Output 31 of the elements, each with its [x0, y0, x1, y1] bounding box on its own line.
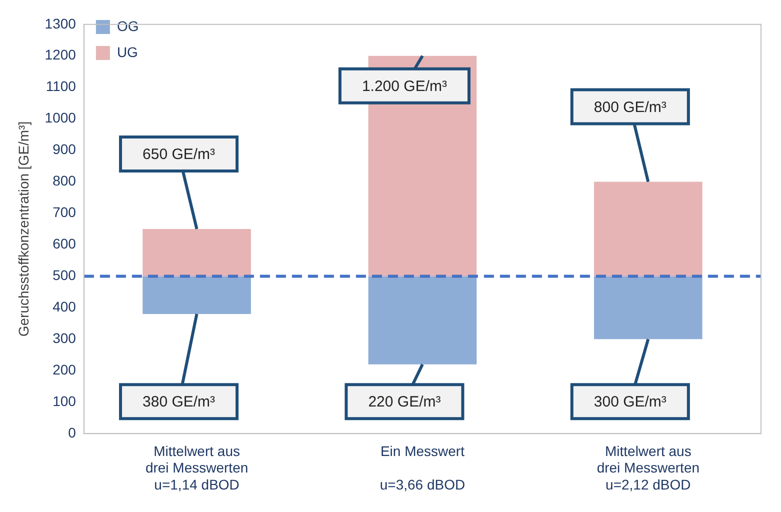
bar	[368, 276, 477, 364]
annotation: 800 GE/m³	[594, 98, 666, 116]
x-tick-label: Mittelwert aus drei Messwerten u=1,14 dBOD	[145, 442, 248, 492]
x-tick-label: Mittelwert aus drei Messwerten u=2,12 dBOD	[596, 442, 700, 492]
y-tick-label: 700	[52, 204, 76, 220]
annotation: 300 GE/m³	[594, 394, 666, 411]
y-tick-label: 1100	[46, 78, 76, 94]
legend-label: OG	[116, 18, 139, 34]
y-tick-label: 1200	[44, 46, 76, 63]
legend-label: UG	[116, 44, 138, 60]
y-tick-label: 100	[52, 392, 76, 409]
bar	[142, 276, 251, 314]
annotation: 650 GE/m³	[142, 146, 216, 164]
y-tick-label: 300	[52, 330, 76, 346]
annotation: 380 GE/m³	[142, 394, 216, 411]
y-tick-label: 1300	[44, 15, 76, 32]
y-tick-label: 500	[52, 267, 76, 284]
annotation: 1.200 GE/m³	[362, 78, 447, 96]
y-tick-label: 1000	[44, 110, 76, 126]
y-tick-label: 600	[52, 236, 76, 252]
y-axis-title: Geruchsstoffkonzentration [GE/m³]	[15, 121, 32, 337]
y-tick-label: 200	[52, 362, 76, 378]
bar	[594, 182, 702, 276]
bar	[594, 276, 702, 340]
y-tick-label: 800	[52, 172, 76, 189]
y-tick-label: 0	[68, 424, 76, 440]
annotation: 220 GE/m³	[368, 394, 441, 411]
bar	[142, 229, 251, 276]
y-tick-label: 900	[52, 141, 76, 158]
category-label: Ein Messwert u=3,66 dBOD	[380, 442, 466, 492]
y-tick-label: 400	[52, 298, 76, 315]
